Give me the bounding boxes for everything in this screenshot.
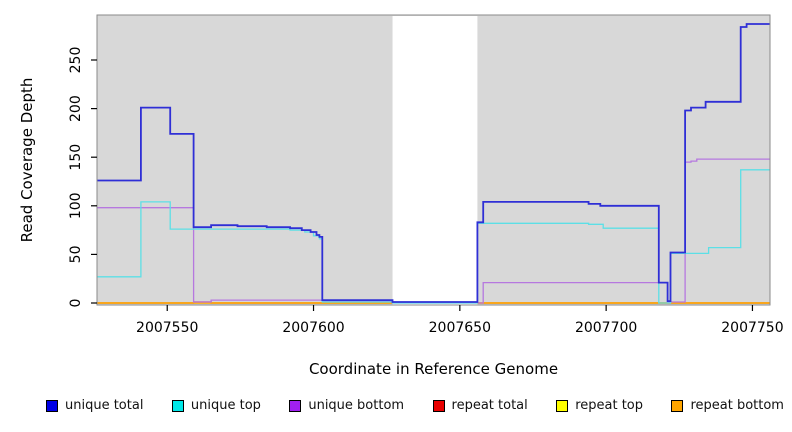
x-tick-label: 2007600 (282, 320, 344, 336)
y-tick-label: 200 (68, 95, 84, 122)
x-axis-label: Coordinate in Reference Genome (308, 360, 559, 378)
legend-item-repeat-top: repeat top (556, 398, 643, 413)
masked-region (392, 16, 478, 305)
legend-item-unique-total: unique total (46, 398, 143, 413)
legend-swatch-unique-bottom (289, 399, 302, 412)
y-axis-label: Read Coverage Depth (18, 77, 36, 243)
legend-label: unique total (65, 398, 144, 413)
legend-label: unique bottom (308, 398, 405, 413)
y-tick-label: 250 (68, 47, 84, 74)
legend-swatch-repeat-total (432, 399, 445, 412)
series-line-unique-total (97, 23, 770, 303)
legend-label: repeat bottom (690, 398, 784, 413)
plot-box (96, 14, 771, 306)
legend-label: repeat top (575, 398, 643, 413)
legend: unique total unique top unique bottom repea… (46, 398, 784, 413)
legend-label: unique top (190, 398, 261, 413)
legend-item-unique-bottom: unique bottom (289, 398, 404, 413)
legend-swatch-unique-total (46, 399, 58, 412)
legend-label: repeat total (451, 398, 528, 413)
legend-swatch-unique-top (171, 399, 184, 412)
series-line-unique-bottom (97, 158, 770, 304)
legend-swatch-repeat-top (556, 399, 569, 412)
legend-item-unique-top: unique top (171, 398, 261, 413)
legend-item-repeat-bottom: repeat bottom (671, 398, 784, 413)
y-tick-label: 150 (68, 144, 84, 171)
y-tick-label: 50 (68, 245, 84, 263)
y-tick-label: 0 (68, 299, 84, 308)
x-tick-label: 2007550 (136, 320, 198, 336)
legend-swatch-repeat-bottom (671, 399, 684, 412)
legend-item-repeat-total: repeat total (432, 398, 528, 413)
y-tick-label: 100 (68, 192, 84, 219)
x-tick-label: 2007750 (721, 320, 783, 336)
x-tick-label: 2007650 (429, 320, 491, 336)
x-tick-label: 2007700 (575, 320, 637, 336)
